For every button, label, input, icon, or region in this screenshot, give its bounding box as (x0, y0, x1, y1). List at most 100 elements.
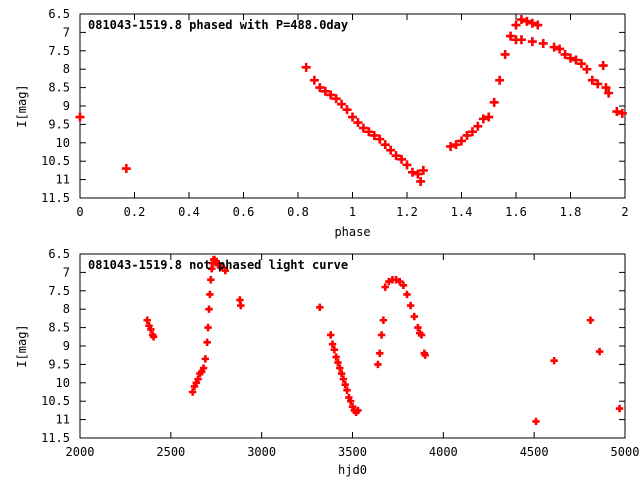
data-point (416, 176, 426, 186)
x-tick-label: 1.2 (396, 205, 418, 219)
data-point (337, 369, 346, 378)
data-point (566, 53, 575, 63)
x-tick-label: 0.4 (178, 205, 200, 219)
data-point (598, 61, 608, 71)
data-point (587, 75, 597, 85)
data-point (206, 290, 214, 299)
data-point (221, 266, 230, 275)
x-tick-label: 2 (621, 205, 628, 219)
y-tick-label: 11 (56, 173, 70, 187)
data-point (612, 107, 622, 117)
data-point (207, 276, 215, 284)
data-point (538, 38, 548, 48)
data-point (402, 160, 412, 170)
data-point (320, 86, 330, 96)
data-point (339, 375, 348, 383)
data-point (489, 97, 499, 107)
plot-title: 081043-1519.8 phased with P=488.0day (88, 18, 348, 32)
data-point (406, 301, 415, 310)
data-point (396, 277, 404, 286)
data-point (316, 303, 324, 312)
data-point (522, 16, 532, 26)
data-point (149, 333, 158, 341)
data-point (417, 331, 426, 339)
x-tick-label: 2000 (66, 445, 95, 459)
data-point (571, 55, 581, 65)
data-point (397, 154, 407, 164)
x-tick-label: 2500 (156, 445, 185, 459)
data-point (414, 323, 422, 332)
data-point (315, 83, 325, 93)
x-tick-label: 0.6 (233, 205, 255, 219)
y-axis-label: I[mag] (15, 324, 29, 367)
data-point (560, 49, 570, 59)
data-point (369, 130, 379, 140)
data-point (328, 340, 337, 348)
data-point (341, 380, 349, 389)
data-point (586, 316, 595, 324)
data-point (582, 64, 592, 74)
data-point (236, 296, 244, 304)
data-point (615, 404, 624, 413)
data-point (147, 325, 155, 334)
data-point (527, 18, 537, 28)
x-tick-label: 5000 (611, 445, 640, 459)
x-axis-label: hjd0 (338, 463, 367, 477)
data-point (346, 397, 355, 405)
data-point (451, 140, 461, 150)
data-point (576, 59, 586, 69)
y-tick-label: 9 (63, 339, 70, 353)
data-point (532, 417, 540, 426)
data-point (421, 351, 429, 359)
y-tick-label: 9.5 (48, 117, 70, 131)
data-point (205, 305, 213, 313)
y-tick-label: 8.5 (48, 81, 70, 95)
data-point (549, 42, 559, 52)
data-point (374, 360, 382, 369)
data-point (336, 364, 344, 372)
data-point (326, 90, 336, 100)
data-point (446, 141, 456, 151)
x-tick-label: 4500 (520, 445, 549, 459)
data-point (403, 290, 411, 299)
data-point (555, 44, 565, 54)
data-point (188, 388, 197, 396)
x-tick-label: 3000 (247, 445, 276, 459)
data-point (533, 20, 543, 30)
data-point (500, 49, 510, 59)
data-point (604, 88, 614, 98)
y-tick-label: 11.5 (41, 191, 70, 205)
data-point (343, 386, 351, 394)
data-point (473, 121, 483, 131)
data-point (550, 357, 558, 365)
data-point (410, 312, 418, 321)
y-tick-label: 10.5 (41, 394, 70, 408)
data-point (457, 136, 466, 146)
data-point (194, 375, 202, 383)
x-tick-label: 0.2 (124, 205, 146, 219)
y-tick-label: 10 (56, 376, 70, 390)
data-point (380, 140, 390, 150)
y-tick-label: 9 (63, 99, 70, 113)
y-tick-label: 11 (56, 413, 70, 427)
data-point (218, 263, 226, 271)
data-point (121, 164, 131, 174)
phased-plot: 6.5 7 7.5 8 8.5 9 9.5 10 10.5 11 11.5 0 0.2 0.4 0.6 0.8… (15, 7, 629, 239)
data-point (353, 118, 363, 128)
data-point (376, 349, 384, 358)
data-point (467, 127, 477, 137)
data-point (379, 316, 388, 324)
data-point (462, 130, 472, 140)
y-tick-label: 6.5 (48, 247, 70, 261)
data-point (337, 99, 347, 109)
data-point (375, 134, 385, 144)
data-point (381, 283, 389, 291)
data-point (399, 281, 408, 289)
data-point (358, 123, 368, 133)
data-point (601, 83, 611, 93)
y-tick-label: 6.5 (48, 7, 70, 21)
y-tick-label: 7.5 (48, 284, 70, 298)
data-point (418, 165, 428, 175)
data-point (391, 151, 401, 161)
